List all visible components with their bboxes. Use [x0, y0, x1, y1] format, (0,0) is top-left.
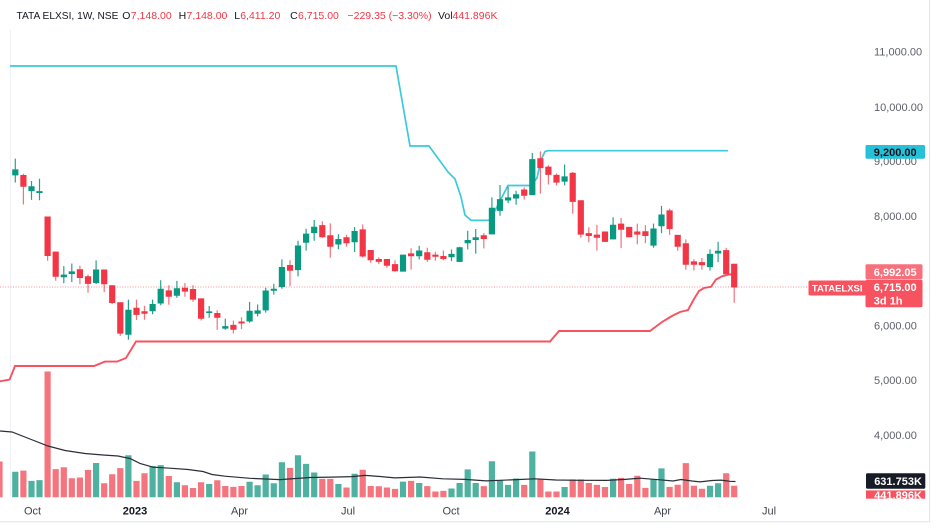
svg-text:441.896K: 441.896K [453, 10, 498, 22]
svg-text:4,000.00: 4,000.00 [874, 430, 917, 442]
svg-text:9,200.00: 9,200.00 [874, 147, 917, 159]
svg-text:441.896K: 441.896K [874, 490, 922, 502]
svg-text:Apr: Apr [654, 506, 671, 518]
svg-text:−229.35 (−3.30%): −229.35 (−3.30%) [348, 10, 432, 22]
svg-text:5,000.00: 5,000.00 [874, 375, 917, 387]
svg-text:Jul: Jul [762, 506, 776, 518]
svg-text:Oct: Oct [442, 506, 459, 518]
svg-text:C: C [290, 10, 298, 22]
svg-text:6,715.00: 6,715.00 [298, 10, 339, 22]
svg-text:H: H [179, 10, 187, 22]
svg-text:7,148.00: 7,148.00 [187, 10, 228, 22]
svg-text:10,000.00: 10,000.00 [874, 102, 923, 114]
svg-text:Jul: Jul [341, 506, 355, 518]
svg-text:3d 1h: 3d 1h [874, 295, 903, 307]
svg-text:7,148.00: 7,148.00 [131, 10, 172, 22]
svg-text:2023: 2023 [123, 506, 147, 518]
svg-text:TATAELXSI: TATAELXSI [812, 284, 863, 295]
svg-text:9,000.00: 9,000.00 [874, 156, 917, 168]
svg-text:2024: 2024 [545, 506, 570, 518]
svg-text:8,000.00: 8,000.00 [874, 211, 917, 223]
svg-text:6,411.20: 6,411.20 [240, 10, 280, 22]
svg-text:O: O [122, 10, 130, 22]
svg-text:631.753K: 631.753K [874, 476, 922, 488]
svg-text:6,000.00: 6,000.00 [874, 321, 917, 333]
svg-text:11,000.00: 11,000.00 [874, 47, 922, 59]
svg-text:6,715.00: 6,715.00 [874, 282, 917, 294]
svg-text:L: L [234, 10, 240, 22]
svg-text:Vol: Vol [438, 10, 453, 22]
svg-text:6,992.05: 6,992.05 [874, 267, 917, 279]
svg-text:Apr: Apr [231, 506, 248, 518]
svg-text:Oct: Oct [24, 506, 41, 518]
svg-text:TATA ELXSI, 1W, NSE: TATA ELXSI, 1W, NSE [17, 11, 119, 22]
